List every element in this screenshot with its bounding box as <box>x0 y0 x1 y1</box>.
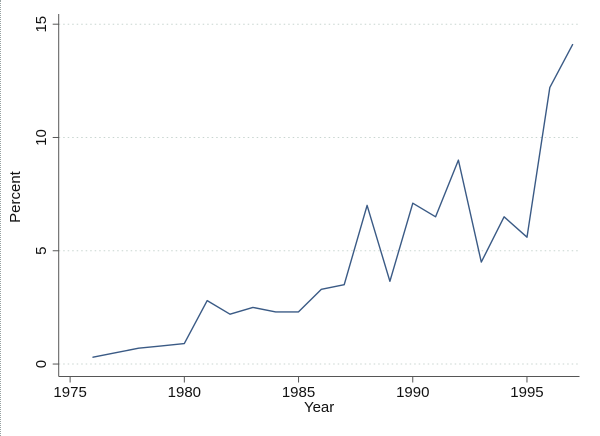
x-tick-label: 1985 <box>282 384 315 401</box>
x-axis-title: Year <box>304 399 334 416</box>
data-line <box>92 43 574 358</box>
x-tick-label: 1975 <box>53 384 86 401</box>
x-tick-label: 1980 <box>168 384 201 401</box>
x-tick-label: 1990 <box>396 384 429 401</box>
y-tick-label: 5 <box>33 247 50 255</box>
y-tick-label: 15 <box>33 16 50 33</box>
x-tick-label: 1995 <box>510 384 543 401</box>
y-axis-title: Percent <box>7 170 24 223</box>
y-tick-label: 10 <box>33 129 50 146</box>
y-tick-label: 0 <box>33 360 50 368</box>
